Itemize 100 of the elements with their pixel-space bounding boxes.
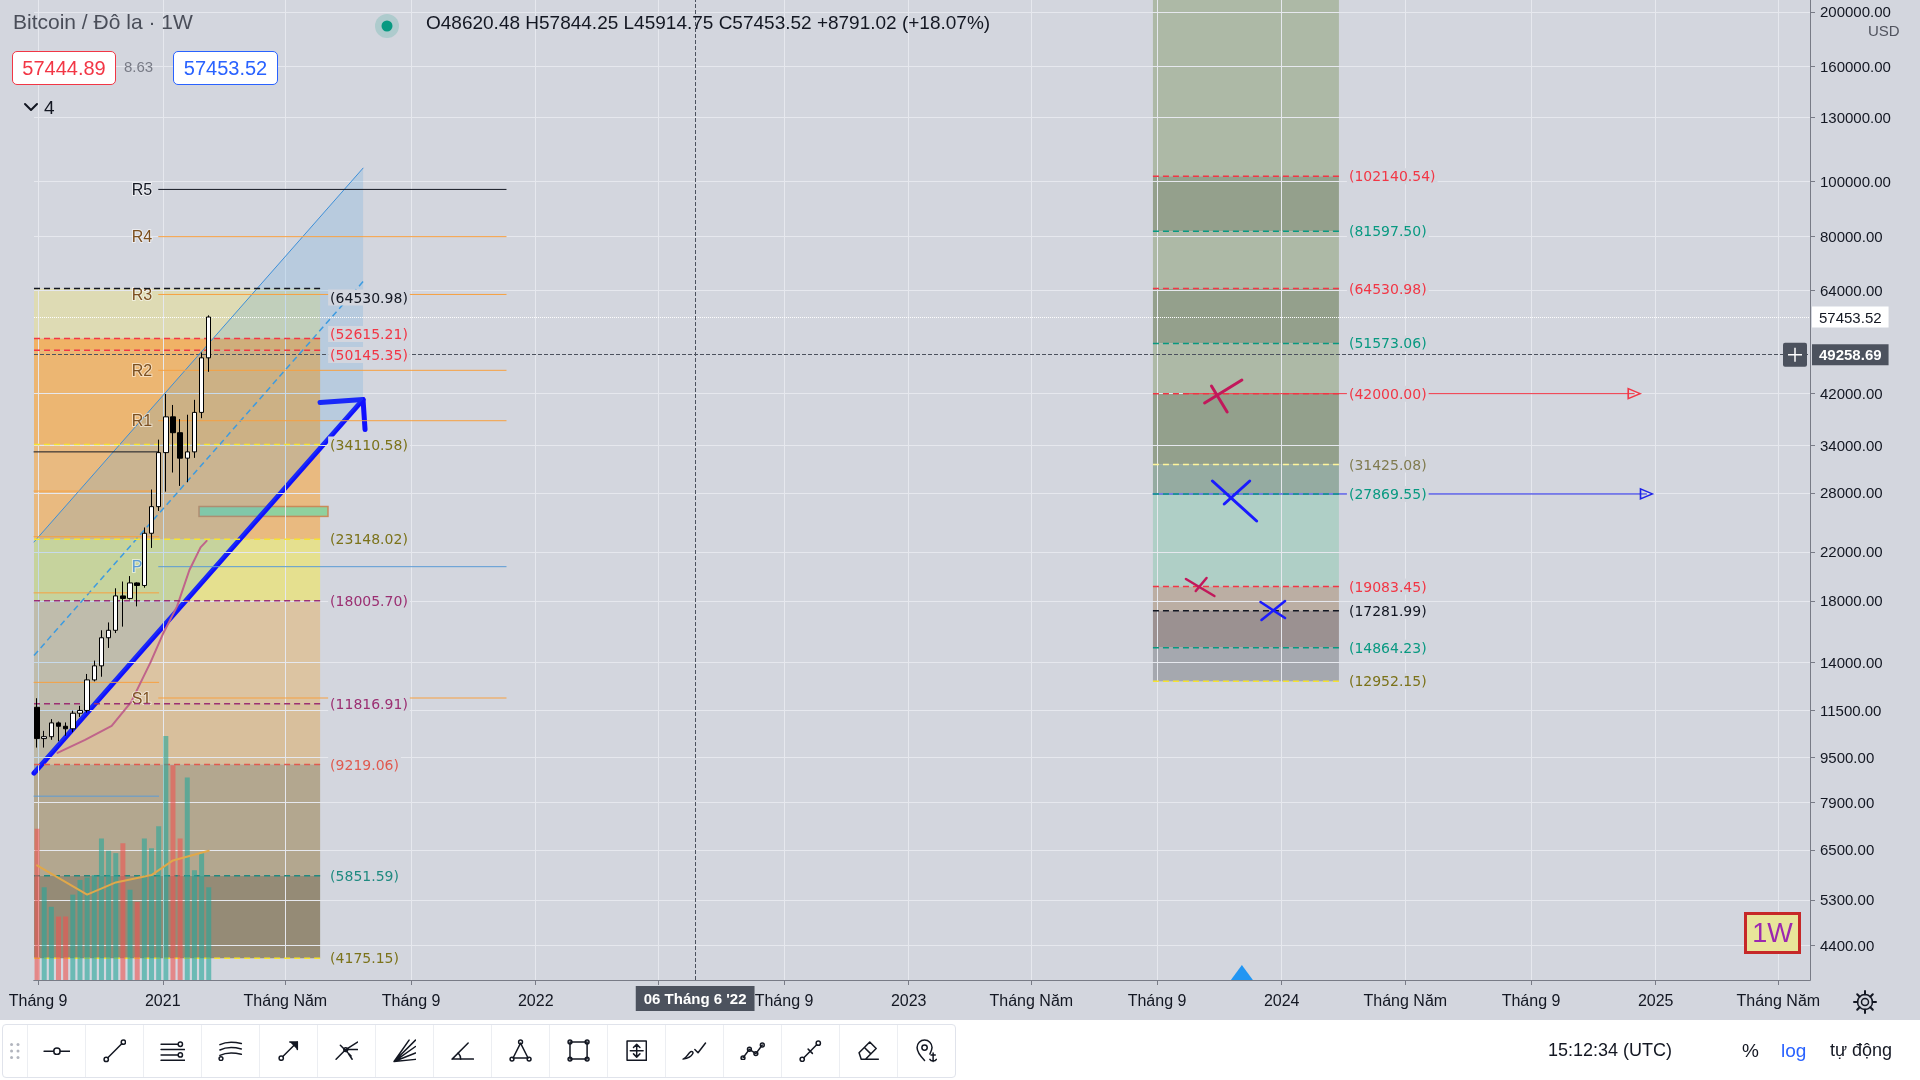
y-tick-label: 22000.00 (1820, 543, 1883, 561)
data-label: (27869.55) (1348, 485, 1427, 502)
x-tick-label: 2025 (1637, 991, 1674, 1009)
sell-button: 57444.89 (12, 51, 116, 85)
y-tick-label: 7900.00 (1820, 793, 1875, 811)
candlestick (92, 660, 97, 682)
y-tick-label: 160000.00 (1820, 58, 1891, 76)
series-label: R3 (131, 285, 153, 303)
bar (170, 765, 176, 980)
x-tick-label: Tháng Năm (989, 991, 1074, 1009)
bar (84, 877, 90, 980)
data-label: (17281.99) (1348, 602, 1427, 619)
x-tick-label: Tháng 9 (754, 991, 814, 1009)
candlestick (142, 526, 147, 589)
bar (149, 848, 155, 980)
data-label: (34110.58) (330, 436, 408, 453)
y-tick-label: 6500.00 (1820, 841, 1875, 859)
ref-line-label: 49258.69 (1819, 346, 1882, 364)
x-tick-label: Tháng Năm (243, 991, 328, 1009)
data-label: (50145.35) (330, 346, 408, 363)
data-label: (19083.45) (1348, 578, 1427, 595)
x-tick-label: Tháng Năm (1736, 991, 1821, 1009)
bar (163, 736, 169, 980)
data-label: (14864.23) (1348, 639, 1427, 656)
data-label: (18005.70) (330, 592, 408, 609)
annotation: 8.63 (124, 58, 154, 76)
bar (77, 879, 83, 980)
data-label: (5851.59) (330, 867, 399, 884)
ref-line-label: 06 Tháng 6 '22 (643, 990, 747, 1007)
y-tick-label: 130000.00 (1820, 108, 1891, 126)
data-label: (12952.15) (1348, 673, 1427, 690)
data-label: (81597.50) (1348, 223, 1427, 240)
y-tick-label: 4400.00 (1820, 936, 1875, 954)
y-tick-label: 80000.00 (1820, 227, 1883, 245)
candlestick (63, 721, 68, 737)
y-tick-label: 11500.00 (1820, 701, 1882, 719)
annotation: 4 (44, 97, 55, 120)
bar (127, 889, 133, 980)
candlestick (49, 718, 54, 741)
text: O48620.48 H57844.25 L45914.75 C57453.52 +8791.02 (+18.07%) (426, 12, 991, 35)
line-series (56, 539, 208, 754)
candlestick (185, 414, 190, 483)
y-tick-label: 28000.00 (1820, 484, 1883, 502)
bar (106, 850, 112, 980)
x-tick-label: 2022 (517, 991, 554, 1009)
y-tick-label: 42000.00 (1820, 385, 1883, 403)
data-label: (64530.98) (330, 289, 408, 306)
candlestick (149, 489, 154, 549)
text: tự động (1830, 1040, 1893, 1062)
buy-button: 57453.52 (173, 51, 278, 85)
bar (91, 875, 97, 980)
data-label: (11816.91) (330, 695, 408, 712)
bar (63, 916, 69, 980)
candlestick (192, 399, 197, 459)
text: 15:12:34 (UTC) (1548, 1040, 1673, 1062)
text: Bitcoin / Đô la · 1W (13, 9, 193, 35)
data-label: (102140.54) (1348, 168, 1436, 185)
bar (177, 838, 183, 980)
ref-line-label: 57453.52 (1819, 308, 1882, 326)
data-label: (64530.98) (1348, 280, 1427, 297)
x-tick-label: 2024 (1263, 991, 1300, 1009)
annotation: 1W (1744, 912, 1801, 954)
data-label: (4175.15) (330, 950, 399, 967)
data-label: (42000.00) (1348, 385, 1427, 402)
bar (41, 887, 47, 980)
y-tick-label: 5300.00 (1820, 891, 1875, 909)
candlestick (99, 629, 104, 678)
bar (199, 853, 205, 980)
y-tick-label: 14000.00 (1820, 653, 1883, 671)
bar (191, 870, 197, 980)
bar (113, 853, 119, 980)
x-tick-label: 2023 (890, 991, 927, 1009)
text: USD (1868, 22, 1900, 40)
data-label: (51573.06) (1348, 335, 1427, 352)
candlestick (106, 621, 111, 649)
bar (184, 777, 190, 980)
candlestick (156, 439, 161, 512)
candlestick (56, 721, 61, 742)
series-label: R5 (131, 180, 153, 198)
y-tick-label: 18000.00 (1820, 592, 1883, 610)
candlestick (199, 351, 204, 419)
y-tick-label: 200000.00 (1820, 3, 1891, 21)
data-label: (23148.02) (330, 531, 408, 548)
x-tick-label: Tháng Năm (1363, 991, 1448, 1009)
x-tick-label: 2021 (144, 991, 181, 1009)
data-label: (52615.21) (330, 325, 408, 342)
bar (134, 901, 140, 980)
y-tick-label: 9500.00 (1820, 748, 1875, 766)
x-tick-label: Tháng 9 (8, 991, 68, 1009)
bar (48, 906, 54, 980)
bar (141, 838, 147, 980)
data-label: (9219.06) (330, 756, 399, 773)
y-tick-label: 34000.00 (1820, 436, 1883, 454)
series-label: R4 (131, 228, 153, 246)
y-tick-label: 100000.00 (1820, 172, 1891, 190)
candlestick (113, 587, 118, 634)
x-tick-label: Tháng 9 (1501, 991, 1561, 1009)
bar (206, 887, 212, 980)
text: log (1781, 1040, 1807, 1063)
x-tick-label: Tháng 9 (1127, 991, 1187, 1009)
